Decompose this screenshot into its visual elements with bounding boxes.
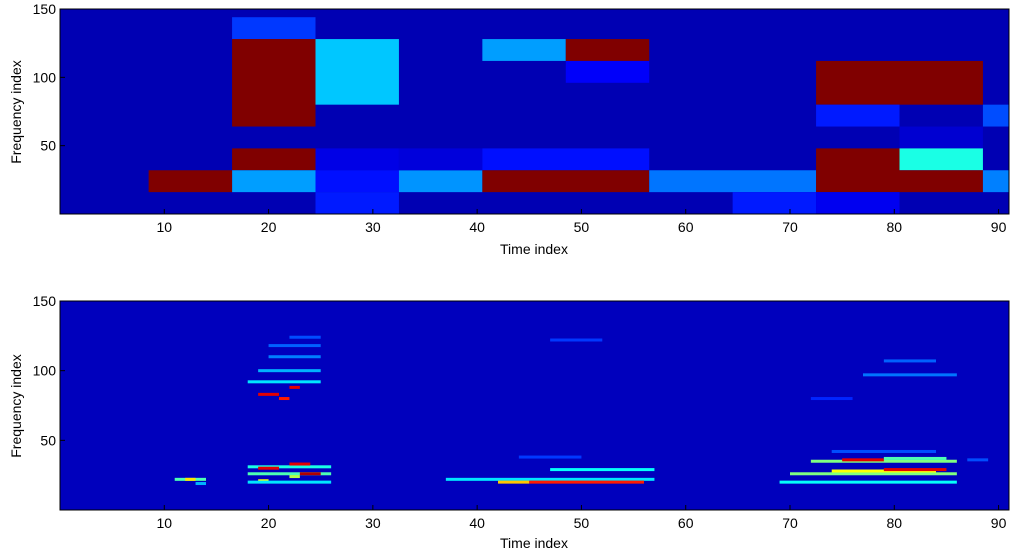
y-tick-labels: 50 100 150 [33, 293, 65, 448]
x-tick-label: 70 [782, 515, 798, 531]
heatmap-cell [398, 170, 483, 193]
spectral-streak [258, 392, 279, 396]
spectral-streak [550, 338, 603, 342]
spectral-streak [247, 380, 321, 384]
spectral-streak [268, 344, 321, 348]
spectral-streak [518, 455, 582, 459]
spectral-streak [498, 480, 530, 484]
heatmap-cell [315, 192, 399, 214]
y-tick-label: 100 [33, 69, 57, 85]
heatmap-cell [565, 39, 650, 61]
spectral-streak [810, 397, 853, 401]
x-tick-label: 70 [782, 219, 798, 235]
heatmap-cell [482, 170, 650, 193]
spectral-streak [445, 477, 655, 481]
spectral-streak [268, 355, 321, 359]
x-tick-label: 60 [678, 515, 694, 531]
heatmap-cell [482, 148, 650, 171]
x-tick-label: 50 [574, 219, 590, 235]
y-tick-label: 50 [40, 432, 56, 448]
heatmap-cell [732, 192, 817, 214]
x-tick-label: 30 [365, 219, 381, 235]
spectral-streak [831, 449, 936, 453]
heatmap-cell [982, 170, 1009, 193]
x-axis-label: Time index [500, 241, 568, 257]
heatmap-cell [232, 17, 316, 40]
heatmap-cell [899, 126, 983, 149]
spectral-streak [185, 477, 196, 481]
spectral-streak [195, 482, 206, 486]
y-tick-labels: 50 100 150 [33, 1, 65, 154]
heatmap-cell [816, 104, 900, 127]
spectral-streak [279, 397, 290, 401]
spectrogram-panel-coarse: 10 20 30 40 50 60 70 80 90 50 100 150 Time index F… [8, 1, 1010, 257]
heatmap-streaks [174, 335, 989, 486]
x-axis-label: Time index [500, 535, 568, 551]
y-tick-label: 150 [33, 1, 57, 17]
spectral-streak [247, 472, 332, 476]
spectral-streak [883, 359, 936, 363]
spectrogram-panel-fine: 10 20 30 40 50 60 70 80 90 50 100 150 Time index F… [8, 293, 1010, 551]
x-tick-label: 90 [991, 515, 1007, 531]
heatmap-cell [232, 170, 316, 193]
x-tick-labels: 10 20 30 40 50 60 70 80 90 [156, 505, 1007, 531]
spectral-streak [529, 480, 644, 484]
spectral-streak [790, 472, 957, 476]
x-tick-labels: 10 20 30 40 50 60 70 80 90 [156, 209, 1007, 235]
axes-frame [59, 300, 1010, 511]
x-tick-label: 80 [886, 515, 902, 531]
axes-frame [59, 8, 1010, 215]
x-tick-label: 20 [261, 515, 277, 531]
heatmap-cell [315, 170, 399, 193]
spectral-streak [967, 458, 989, 462]
x-tick-label: 30 [365, 515, 381, 531]
heatmap-cell [148, 170, 233, 193]
spectral-streak [883, 456, 947, 460]
heatmap-cell [232, 148, 316, 171]
heatmap-cells [148, 17, 1009, 214]
spectral-streak [779, 480, 957, 484]
x-tick-label: 40 [469, 219, 485, 235]
y-axis-label: Frequency index [8, 60, 24, 164]
x-tick-label: 60 [678, 219, 694, 235]
y-axis-label: Frequency index [8, 354, 24, 458]
x-tick-label: 10 [156, 219, 172, 235]
spectral-streak [258, 466, 279, 470]
spectral-streak [247, 480, 332, 484]
heatmap-cell [816, 148, 900, 193]
heatmap-cell [816, 60, 983, 105]
y-tick-label: 100 [33, 363, 57, 379]
spectral-streak [289, 335, 321, 339]
spectral-streak [299, 472, 321, 476]
y-tick-label: 50 [40, 138, 56, 154]
spectral-streak [863, 373, 957, 377]
spectral-streak [289, 462, 311, 466]
spectral-streak [550, 468, 655, 472]
spectral-streak [289, 385, 300, 389]
heatmap-cell [899, 148, 983, 171]
heatmap-cell [982, 104, 1009, 127]
spectral-streak [883, 468, 947, 472]
spectral-streak [289, 475, 300, 479]
heatmap-cell [649, 170, 817, 193]
heatmap-cell [232, 39, 316, 127]
heatmap-cell [315, 148, 399, 171]
x-tick-label: 40 [469, 515, 485, 531]
x-tick-label: 90 [991, 219, 1007, 235]
heatmap-cell [816, 192, 900, 214]
x-tick-label: 20 [261, 219, 277, 235]
heatmap-cell [565, 60, 650, 83]
x-tick-label: 10 [156, 515, 172, 531]
heatmap-cell [899, 170, 983, 193]
x-tick-label: 50 [574, 515, 590, 531]
spectral-streak [842, 458, 884, 462]
heatmap-cell [398, 148, 483, 171]
heatmap-cell [315, 39, 399, 105]
spectral-streak [247, 465, 332, 469]
spectral-streak [258, 369, 321, 373]
heatmap-cell [482, 39, 566, 61]
x-tick-label: 80 [886, 219, 902, 235]
y-tick-label: 150 [33, 293, 57, 309]
